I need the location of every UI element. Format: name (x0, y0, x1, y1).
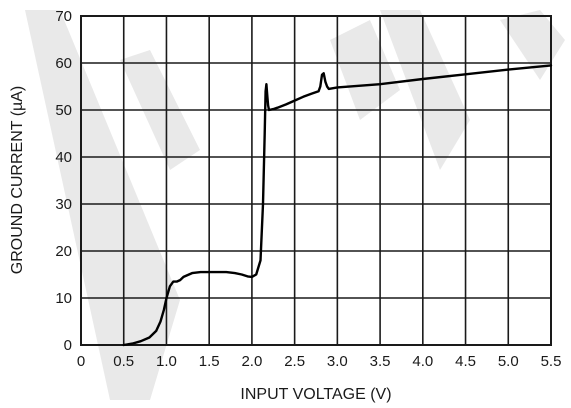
x-tick-label: 0.5 (113, 353, 134, 370)
series-line-ground-current (122, 64, 553, 347)
x-tick-label: 2.5 (284, 353, 305, 370)
y-tick-label: 10 (55, 290, 72, 307)
y-tick-label: 20 (55, 243, 72, 260)
y-axis-label: GROUND CURRENT (µA) (9, 86, 26, 274)
x-tick-label: 3.0 (327, 353, 348, 370)
x-tick-label: 4.0 (412, 353, 433, 370)
x-tick-label: 4.5 (455, 353, 476, 370)
x-axis-tick-labels: 0 0.5 1.0 1.5 2.0 2.5 3.0 3.5 4.0 4.5 5.0 5.5 (77, 353, 562, 370)
x-tick-label: 2.0 (241, 353, 262, 370)
plot-frame (80, 15, 552, 346)
x-tick-label: 5.5 (541, 353, 562, 370)
y-tick-label: 70 (55, 8, 72, 25)
x-tick-label: 1.5 (199, 353, 220, 370)
x-tick-label: 1.0 (156, 353, 177, 370)
x-tick-label: 3.5 (370, 353, 391, 370)
y-axis-tick-labels: 0 10 20 30 40 50 60 70 (55, 8, 72, 354)
y-tick-label: 50 (55, 102, 72, 119)
y-tick-label: 30 (55, 196, 72, 213)
x-axis-label: INPUT VOLTAGE (V) (240, 386, 391, 403)
y-tick-label: 40 (55, 149, 72, 166)
y-tick-label: 0 (64, 337, 72, 354)
x-tick-label: 0 (77, 353, 85, 370)
x-tick-label: 5.0 (498, 353, 519, 370)
y-tick-label: 60 (55, 55, 72, 72)
